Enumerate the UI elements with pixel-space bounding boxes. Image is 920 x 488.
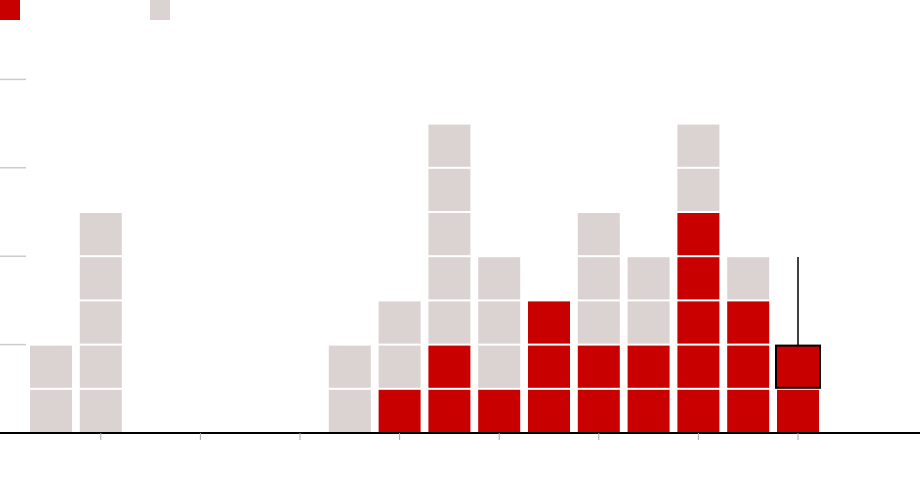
bar-9-series-2-block-2 — [428, 257, 471, 300]
legend — [0, 0, 170, 20]
bar-16-series-1-block-2 — [777, 345, 819, 388]
bar-8-series-2-block-2 — [378, 301, 421, 344]
bar-12-series-2-block-3 — [577, 213, 620, 256]
bar-13-series-1-block-1 — [627, 389, 670, 432]
bar-14-series-2-block-1 — [677, 168, 720, 211]
bar-2-series-2-block-1 — [79, 389, 122, 432]
bar-2-series-2-block-2 — [79, 345, 122, 388]
bar-9-series-2-block-1 — [428, 301, 471, 344]
legend-swatch-series-2 — [150, 0, 170, 20]
bar-7-series-2-block-1 — [328, 389, 371, 432]
bar-10-series-1-block-1 — [478, 389, 521, 432]
bar-12-series-2-block-2 — [577, 257, 620, 300]
bar-14-series-1-block-5 — [677, 213, 720, 256]
bar-16-series-1-block-1 — [777, 389, 819, 432]
bar-12-series-2-block-1 — [577, 301, 620, 344]
highlight-annotation — [775, 257, 821, 389]
bar-14-series-1-block-4 — [677, 257, 720, 300]
x-axis — [0, 432, 920, 440]
bar-10-series-2-block-2 — [478, 301, 521, 344]
bar-13-series-2-block-2 — [627, 257, 670, 300]
bar-15-series-1-block-3 — [727, 301, 770, 344]
bar-2-series-2-block-3 — [79, 301, 122, 344]
legend-swatch-series-1 — [0, 0, 20, 20]
bar-12-series-1-block-2 — [577, 345, 620, 388]
bar-11-series-1-block-2 — [528, 345, 570, 388]
bar-15-series-1-block-2 — [727, 345, 770, 388]
bar-14-series-1-block-2 — [677, 345, 720, 388]
bar-9-series-2-block-5 — [428, 124, 471, 167]
bar-8-series-2-block-1 — [378, 345, 421, 388]
y-gridlines — [0, 78, 26, 346]
bar-12-series-1-block-1 — [577, 389, 620, 432]
bar-1-series-2-block-2 — [30, 345, 72, 388]
bar-11-series-1-block-1 — [528, 389, 570, 432]
bar-13-series-1-block-2 — [627, 345, 670, 388]
bar-15-series-2-block-1 — [727, 257, 770, 300]
bars — [30, 124, 819, 432]
bar-7-series-2-block-2 — [328, 345, 371, 388]
bar-14-series-1-block-1 — [677, 389, 720, 432]
bar-10-series-2-block-1 — [478, 345, 521, 388]
bar-13-series-2-block-1 — [627, 301, 670, 344]
bar-14-series-1-block-3 — [677, 301, 720, 344]
bar-9-series-1-block-2 — [428, 345, 471, 388]
bar-9-series-2-block-3 — [428, 213, 471, 256]
bar-11-series-1-block-3 — [528, 301, 570, 344]
bar-1-series-2-block-1 — [30, 389, 72, 432]
bar-2-series-2-block-4 — [79, 257, 122, 300]
bar-9-series-2-block-4 — [428, 168, 471, 211]
bar-9-series-1-block-1 — [428, 389, 471, 432]
bar-10-series-2-block-3 — [478, 257, 521, 300]
bar-14-series-2-block-2 — [677, 124, 720, 167]
bar-15-series-1-block-1 — [727, 389, 770, 432]
bar-2-series-2-block-5 — [79, 213, 122, 256]
bar-8-series-1-block-1 — [378, 389, 421, 432]
